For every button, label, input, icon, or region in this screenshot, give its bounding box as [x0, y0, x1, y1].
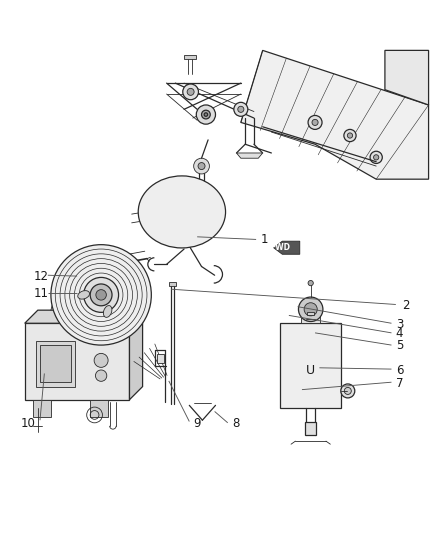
Circle shape: [308, 116, 322, 130]
Polygon shape: [385, 51, 428, 105]
Text: U: U: [306, 364, 315, 377]
Circle shape: [347, 133, 353, 138]
Polygon shape: [274, 241, 300, 254]
Text: 9: 9: [193, 417, 200, 430]
Circle shape: [204, 113, 208, 116]
Circle shape: [238, 106, 244, 112]
Circle shape: [344, 387, 351, 394]
Text: 1: 1: [261, 233, 268, 246]
Circle shape: [175, 199, 188, 212]
Circle shape: [90, 284, 112, 306]
Polygon shape: [25, 323, 130, 400]
Circle shape: [75, 266, 84, 275]
Ellipse shape: [138, 176, 226, 248]
Circle shape: [96, 289, 106, 300]
Text: FWD: FWD: [270, 243, 290, 252]
Circle shape: [344, 130, 356, 142]
Polygon shape: [130, 310, 143, 400]
Text: 3: 3: [396, 318, 403, 330]
Circle shape: [95, 370, 107, 381]
Circle shape: [194, 158, 209, 174]
Circle shape: [308, 280, 313, 286]
Text: 5: 5: [396, 340, 403, 352]
Bar: [301, 314, 320, 323]
Polygon shape: [90, 400, 108, 417]
Circle shape: [341, 384, 355, 398]
Polygon shape: [280, 323, 341, 408]
Polygon shape: [237, 153, 263, 158]
Text: 10: 10: [20, 417, 35, 430]
Circle shape: [198, 163, 205, 169]
Text: 11: 11: [33, 287, 49, 300]
Bar: [40, 345, 71, 382]
Circle shape: [187, 88, 194, 95]
Bar: [307, 312, 314, 316]
Circle shape: [94, 353, 108, 367]
Polygon shape: [33, 400, 51, 417]
Circle shape: [312, 119, 318, 125]
Circle shape: [234, 102, 248, 116]
Circle shape: [84, 277, 119, 312]
Text: 12: 12: [33, 270, 49, 282]
Text: 7: 7: [396, 377, 403, 390]
Circle shape: [304, 303, 317, 316]
Text: 6: 6: [396, 364, 403, 377]
Ellipse shape: [78, 290, 89, 299]
Polygon shape: [171, 177, 188, 187]
Circle shape: [298, 297, 323, 321]
Ellipse shape: [103, 305, 112, 317]
Text: 8: 8: [232, 417, 240, 430]
Text: 4: 4: [396, 327, 403, 340]
Text: 2: 2: [403, 300, 410, 312]
Bar: [169, 282, 176, 286]
Circle shape: [370, 151, 382, 164]
Polygon shape: [184, 55, 196, 59]
Polygon shape: [25, 310, 143, 323]
Circle shape: [374, 155, 379, 160]
Circle shape: [183, 84, 198, 100]
Circle shape: [196, 105, 215, 124]
Circle shape: [51, 245, 151, 345]
Circle shape: [169, 192, 195, 219]
Bar: [157, 354, 164, 362]
Bar: [305, 422, 316, 435]
Circle shape: [201, 110, 210, 119]
Polygon shape: [241, 51, 428, 179]
Bar: [35, 341, 75, 386]
